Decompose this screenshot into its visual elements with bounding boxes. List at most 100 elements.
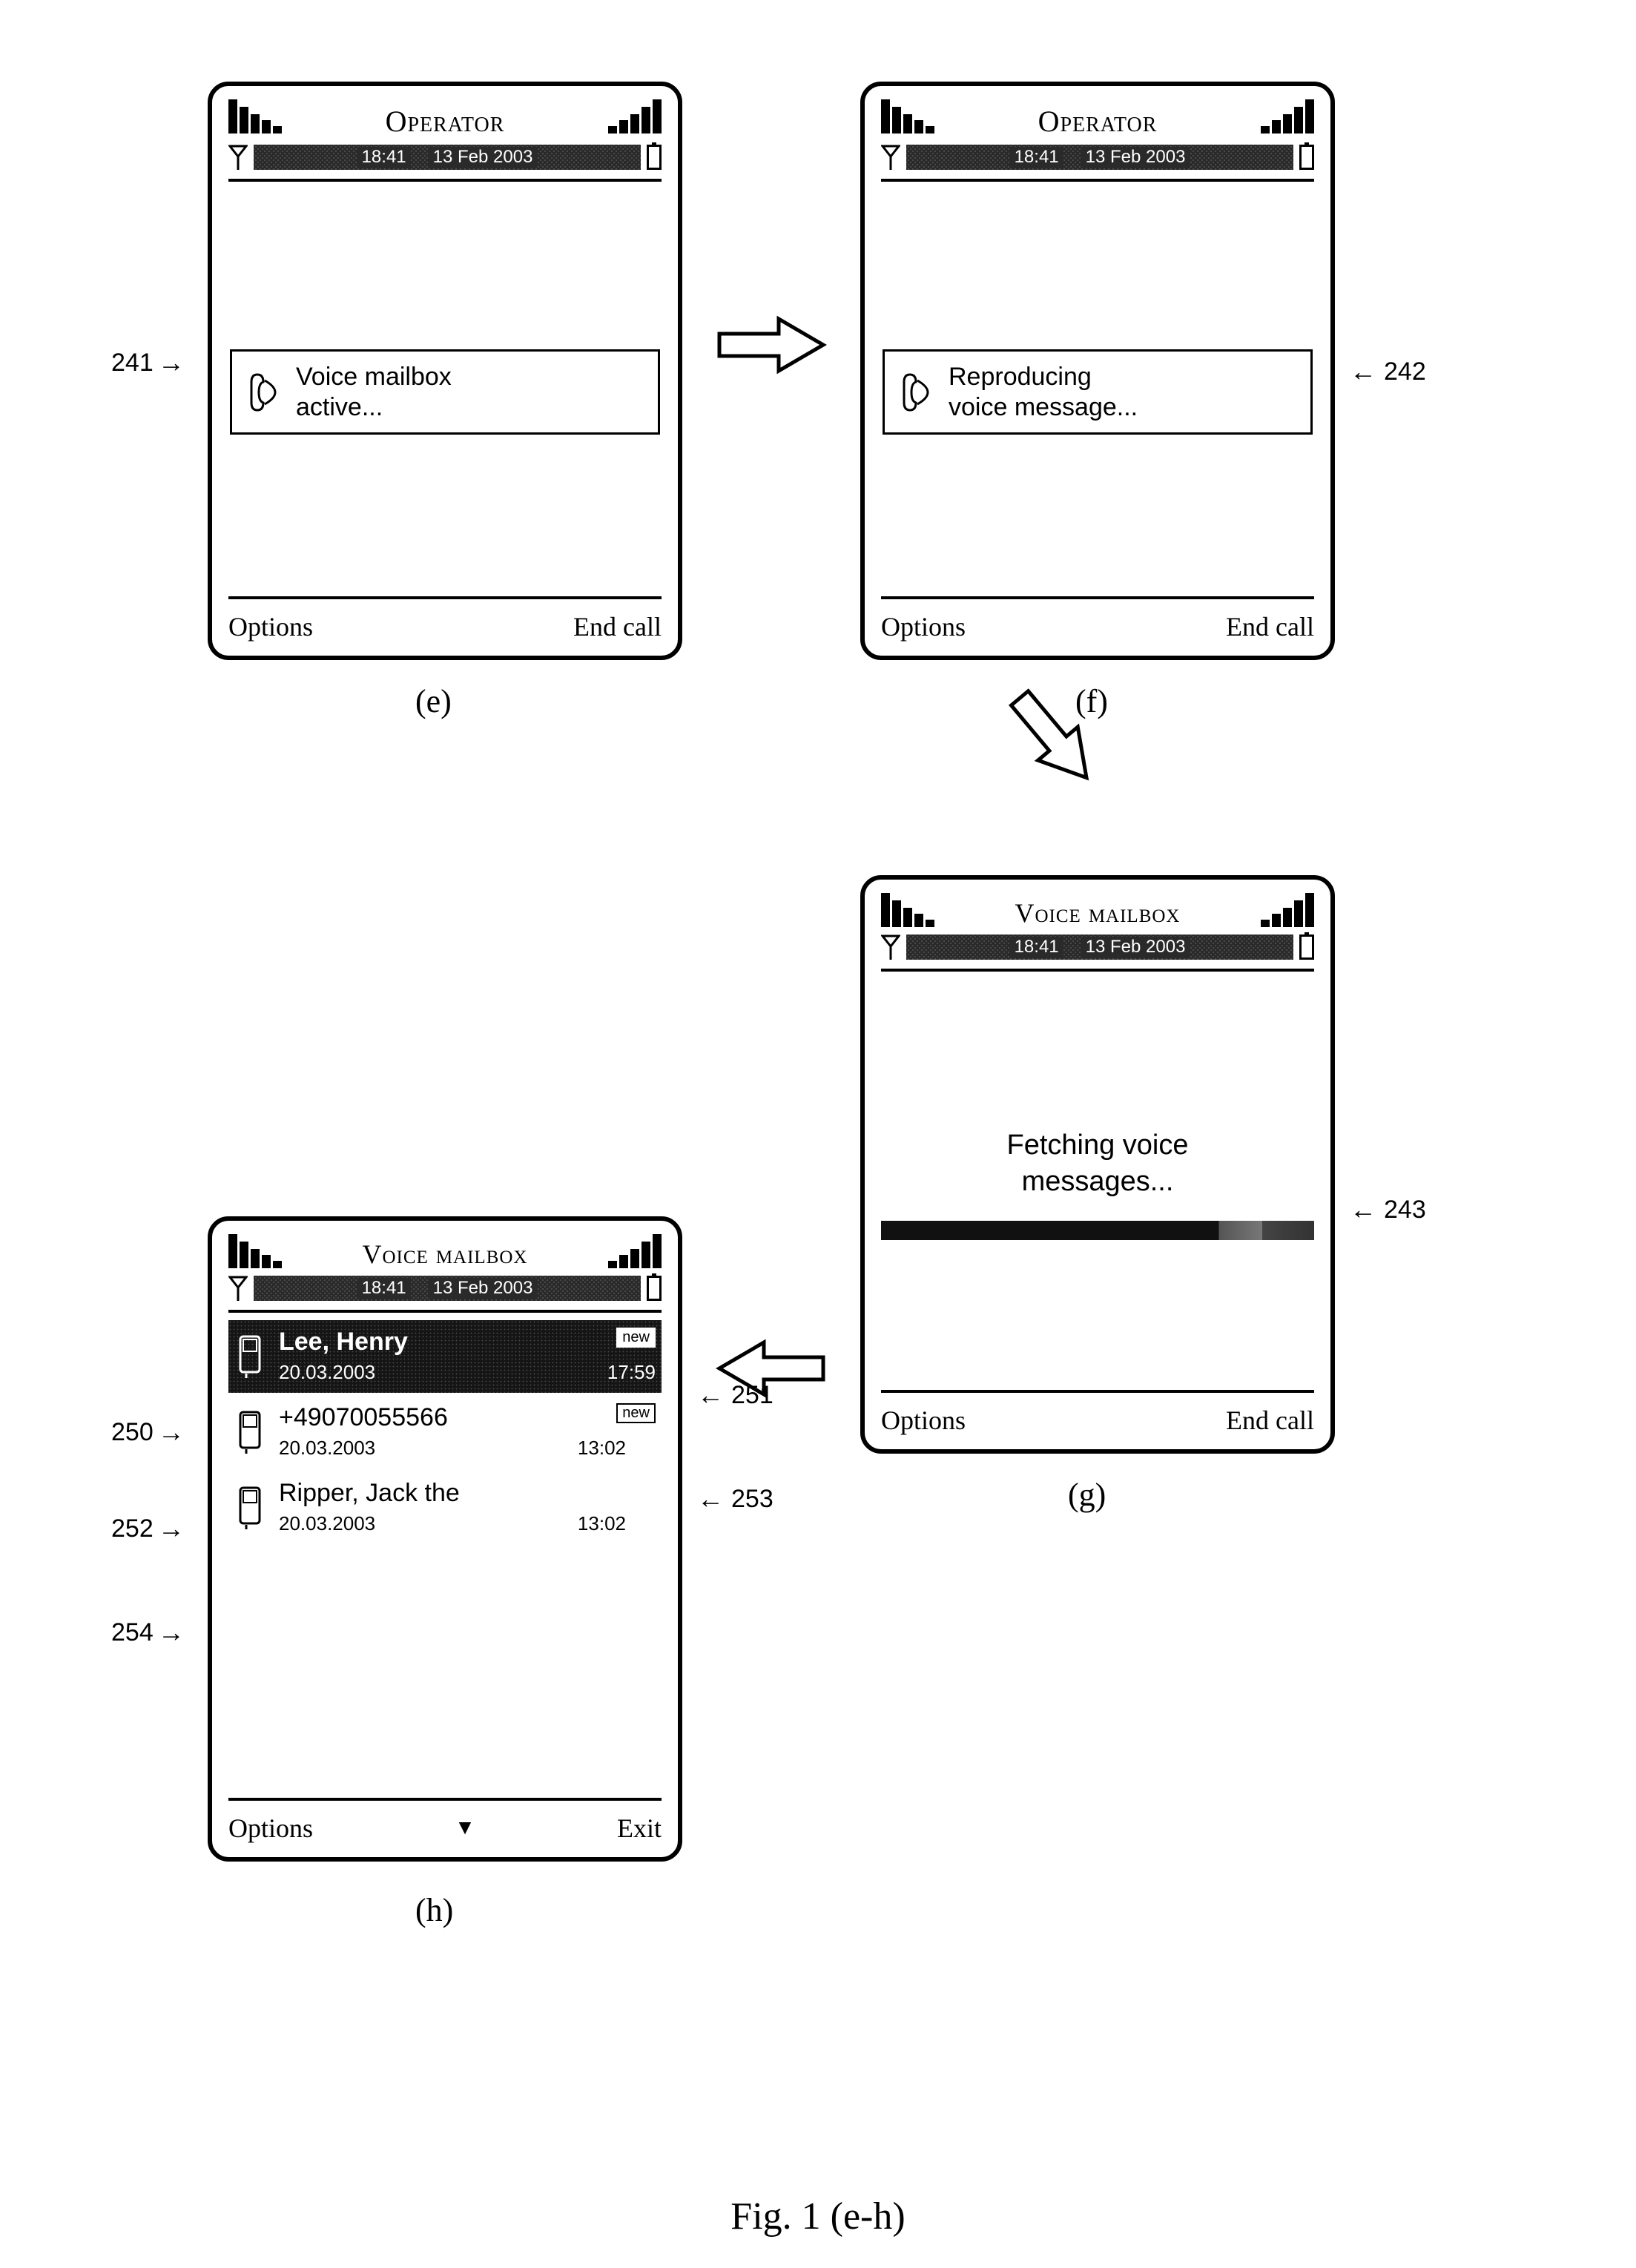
new-badge: new xyxy=(616,1328,656,1348)
phone-header: Operator xyxy=(881,99,1314,139)
callout-number: 242 xyxy=(1384,357,1426,386)
signal-bars-left-icon xyxy=(881,893,934,927)
softkey-options[interactable]: Options xyxy=(881,1405,966,1436)
softkey-end-call[interactable]: End call xyxy=(1226,1405,1314,1436)
panel-label-h: (h) xyxy=(415,1891,453,1929)
softkey-options[interactable]: Options xyxy=(228,1813,313,1844)
phone-handset-icon xyxy=(898,372,934,413)
message-sender: Ripper, Jack the xyxy=(279,1479,460,1508)
panel-label-e: (e) xyxy=(415,682,452,720)
flow-arrow-e-to-f xyxy=(712,311,831,378)
status-text: Voice mailbox active... xyxy=(296,362,452,423)
callout-250: 250 xyxy=(111,1417,185,1448)
signal-bars-right-icon xyxy=(608,99,662,133)
callout-number: 241 xyxy=(111,349,154,378)
divider xyxy=(881,969,1314,972)
status-date: 13 Feb 2003 xyxy=(1081,147,1190,168)
content-area: Voice mailbox active... xyxy=(228,189,662,595)
callout-254: 254 xyxy=(111,1617,185,1648)
phone-header: Voice mailbox xyxy=(228,1234,662,1270)
softkey-row: Options End call xyxy=(881,1400,1314,1436)
antenna-icon xyxy=(228,145,248,170)
status-row: 18:41 13 Feb 2003 xyxy=(228,1276,662,1301)
message-date: 20.03.2003 xyxy=(279,1437,375,1460)
status-bar: 18:41 13 Feb 2003 xyxy=(254,1276,641,1301)
message-item[interactable]: Ripper, Jack the 20.03.2003 13:02 xyxy=(228,1471,662,1544)
status-line1: Voice mailbox xyxy=(296,362,452,392)
message-item-selected[interactable]: Lee, Henry new 20.03.2003 17:59 xyxy=(228,1320,662,1393)
content-area: Reproducing voice message... xyxy=(881,189,1314,595)
softkey-end-call[interactable]: End call xyxy=(1226,611,1314,642)
message-body: +49070055566 new 20.03.2003 13:02 xyxy=(279,1403,656,1460)
phone-panel-h: Voice mailbox 18:41 13 Feb 2003 xyxy=(208,1216,682,1862)
status-time: 18:41 xyxy=(1010,937,1063,957)
message-date: 20.03.2003 xyxy=(279,1361,375,1384)
message-item[interactable]: +49070055566 new 20.03.2003 13:02 xyxy=(228,1396,662,1468)
softkey-row: Options ▼ Exit xyxy=(228,1808,662,1844)
callout-number: 254 xyxy=(111,1618,154,1647)
signal-bars-right-icon xyxy=(1261,893,1314,927)
callout-241: 241 xyxy=(111,347,185,378)
voicemail-status-box: Voice mailbox active... xyxy=(230,349,660,435)
message-body: Ripper, Jack the 20.03.2003 13:02 xyxy=(279,1479,656,1535)
message-body: Lee, Henry new 20.03.2003 17:59 xyxy=(279,1328,656,1384)
battery-icon xyxy=(1299,145,1314,170)
antenna-icon xyxy=(881,145,900,170)
panel-title: Voice mailbox xyxy=(288,1234,602,1270)
divider xyxy=(881,596,1314,599)
callout-number: 243 xyxy=(1384,1196,1426,1224)
status-date: 13 Feb 2003 xyxy=(1081,937,1190,957)
signal-bars-left-icon xyxy=(228,99,282,133)
signal-bars-right-icon xyxy=(1261,99,1314,133)
panel-label-f: (f) xyxy=(1075,682,1108,720)
divider xyxy=(881,179,1314,182)
antenna-icon xyxy=(881,934,900,960)
callout-251: 251 xyxy=(697,1379,774,1411)
figure-container: Operator 18:41 13 Feb 2003 Voice mail xyxy=(30,30,1606,2238)
status-line2: voice message... xyxy=(949,392,1138,423)
signal-bars-left-icon xyxy=(228,1234,282,1268)
panel-label-g: (g) xyxy=(1068,1476,1106,1514)
mobile-phone-icon xyxy=(234,1485,267,1529)
chevron-down-icon[interactable]: ▼ xyxy=(455,1816,475,1840)
callout-252: 252 xyxy=(111,1513,185,1544)
phone-header: Operator xyxy=(228,99,662,139)
callout-number: 251 xyxy=(731,1381,774,1410)
figure-caption: Fig. 1 (e-h) xyxy=(730,2195,905,2238)
callout-243: 243 xyxy=(1350,1194,1426,1225)
softkey-options[interactable]: Options xyxy=(228,611,313,642)
divider xyxy=(228,179,662,182)
softkey-options[interactable]: Options xyxy=(881,611,966,642)
panel-title: Operator xyxy=(940,99,1255,139)
callout-242: 242 xyxy=(1350,356,1426,387)
reproducing-status-box: Reproducing voice message... xyxy=(883,349,1313,435)
divider xyxy=(228,1798,662,1801)
divider xyxy=(228,596,662,599)
antenna-icon xyxy=(228,1276,248,1301)
message-sender: Lee, Henry xyxy=(279,1328,408,1356)
callout-number: 250 xyxy=(111,1418,154,1447)
panel-title: Operator xyxy=(288,99,602,139)
message-list: Lee, Henry new 20.03.2003 17:59 +4907005… xyxy=(228,1320,662,1796)
status-line1: Reproducing xyxy=(949,362,1138,392)
battery-icon xyxy=(1299,934,1314,960)
status-bar: 18:41 13 Feb 2003 xyxy=(906,145,1293,170)
divider xyxy=(881,1390,1314,1393)
status-date: 13 Feb 2003 xyxy=(429,1278,538,1299)
softkey-exit[interactable]: Exit xyxy=(617,1813,662,1844)
status-bar: 18:41 13 Feb 2003 xyxy=(254,145,641,170)
signal-bars-right-icon xyxy=(608,1234,662,1268)
softkey-end-call[interactable]: End call xyxy=(573,611,662,642)
status-row: 18:41 13 Feb 2003 xyxy=(881,145,1314,170)
progress-bar xyxy=(881,1221,1314,1240)
phone-panel-e: Operator 18:41 13 Feb 2003 Voice mail xyxy=(208,82,682,660)
status-time: 18:41 xyxy=(357,147,411,168)
phone-panel-f: Operator 18:41 13 Feb 2003 Reproducin xyxy=(860,82,1335,660)
callout-253: 253 xyxy=(697,1483,774,1514)
new-badge: new xyxy=(616,1403,656,1423)
fetching-text: Fetching voice messages... xyxy=(881,1127,1314,1201)
phone-header: Voice mailbox xyxy=(881,893,1314,929)
status-date: 13 Feb 2003 xyxy=(429,147,538,168)
status-row: 18:41 13 Feb 2003 xyxy=(881,934,1314,960)
mobile-phone-icon xyxy=(234,1409,267,1454)
